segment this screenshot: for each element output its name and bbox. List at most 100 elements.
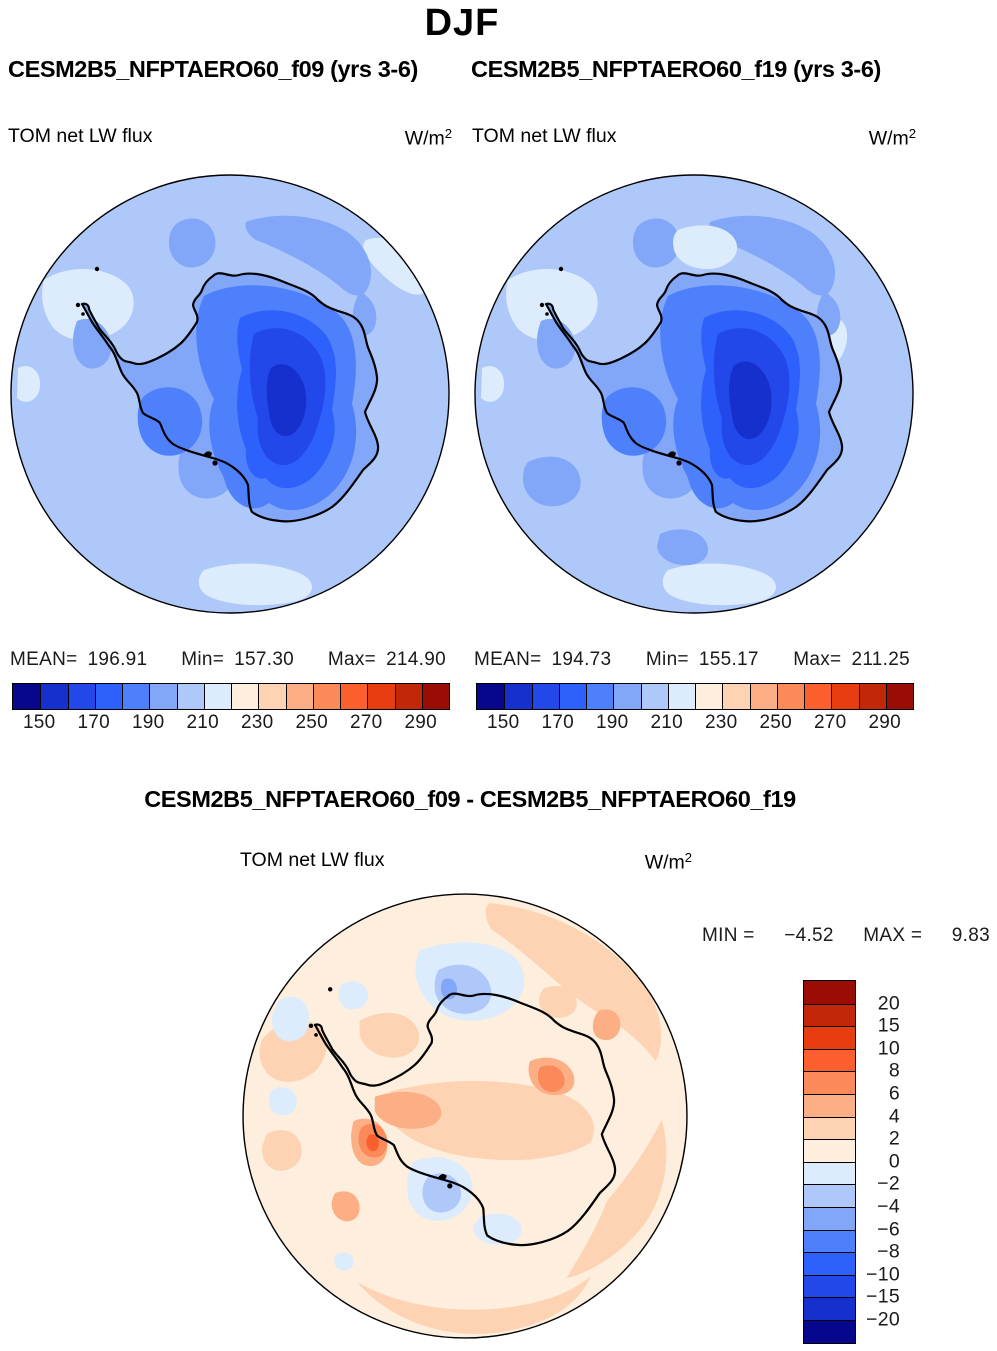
difference-title: CESM2B5_NFPTAERO60_f09 - CESM2B5_NFPTAER… — [144, 786, 796, 812]
colorbar-cell — [804, 1048, 855, 1072]
colorbar-tick-label: −8 — [877, 1240, 900, 1263]
map-f19 — [474, 174, 914, 614]
units-label: W/m2 — [869, 125, 916, 151]
colorbar-cell — [831, 684, 859, 709]
colorbar-cell — [586, 684, 614, 709]
colorbar-tick-label: 290 — [404, 712, 438, 733]
difference-header: TOM net LW flux W/m2 — [240, 849, 692, 875]
difference-colorbar — [803, 980, 856, 1344]
min-value: 155.17 — [698, 649, 759, 670]
colorbar-tick-label: 0 — [888, 1150, 900, 1173]
colorbar-cell — [122, 684, 150, 709]
colorbar-cell — [804, 1071, 855, 1094]
colorbar-cell — [258, 684, 286, 709]
mean-value: 196.91 — [87, 649, 148, 670]
colorbar-cell — [804, 1161, 855, 1185]
colorbar-tick-label: −2 — [877, 1172, 900, 1195]
panel2-title: CESM2B5_NFPTAERO60_f19 (yrs 3-6) — [471, 56, 881, 82]
colorbar-tick-label: 210 — [186, 712, 220, 733]
colorbar-cell — [640, 684, 668, 709]
colorbar-tick-label: 290 — [868, 712, 902, 733]
colorbar-cell — [804, 1003, 855, 1027]
colorbar-cell — [149, 684, 177, 709]
colorbar-cell — [94, 684, 122, 709]
colorbar-cell — [804, 1229, 855, 1253]
colorbar-tick-label: 8 — [888, 1059, 900, 1082]
units-exponent: 2 — [444, 126, 452, 141]
colorbar-tick-label: 15 — [877, 1014, 900, 1037]
colorbar-tick-label: 190 — [595, 712, 629, 733]
colorbar-cell — [531, 684, 559, 709]
map-difference — [242, 893, 688, 1339]
diff-min-label: MIN = — [702, 925, 755, 946]
colorbar-tick-label: 170 — [77, 712, 111, 733]
units-exponent: 2 — [908, 126, 916, 141]
colorbar-tick-label: 190 — [131, 712, 165, 733]
colorbar-ticks-f19: 150 170 190 210 230 250 270 290 — [476, 712, 912, 736]
colorbar-cell — [231, 684, 259, 709]
colorbar-cell — [885, 684, 913, 709]
colorbar-cell — [558, 684, 586, 709]
colorbar-cell — [804, 1026, 855, 1049]
max-value: 211.25 — [851, 649, 910, 670]
colorbar-cell — [285, 684, 313, 709]
colorbar-tick-label: −4 — [877, 1195, 900, 1218]
mean-label: MEAN= — [474, 649, 542, 670]
mean-label: MEAN= — [10, 649, 78, 670]
colorbar-tick-label: 230 — [240, 712, 274, 733]
max-label: Max= — [327, 649, 377, 670]
colorbar-cell — [749, 684, 777, 709]
colorbar-cell — [804, 1184, 855, 1207]
colorbar-cell — [695, 684, 723, 709]
colorbar-cell — [804, 1206, 855, 1230]
colorbar-cell — [804, 1139, 855, 1162]
colorbar-cell — [340, 684, 368, 709]
colorbar-cell — [722, 684, 750, 709]
colorbar-tick-label: 170 — [541, 712, 575, 733]
field-label: TOM net LW flux — [8, 125, 153, 147]
colorbar-tick-label: 270 — [349, 712, 383, 733]
colorbar-cell — [804, 1274, 855, 1298]
diff-max-value: 9.83 — [951, 925, 990, 946]
colorbar-tick-label: −20 — [866, 1308, 900, 1331]
stats-f19: MEAN= 194.73 Min= 155.17 Max= 211.25 — [474, 649, 910, 671]
map-boundary-circle — [242, 893, 688, 1339]
colorbar-cell — [394, 684, 422, 709]
colorbar-cell — [613, 684, 641, 709]
max-label: Max= — [793, 649, 842, 670]
colorbar-cell — [804, 1116, 855, 1140]
colorbar-tick-label: 4 — [888, 1105, 900, 1128]
max-value: 214.90 — [386, 649, 446, 670]
mean-value: 194.73 — [551, 649, 612, 670]
colorbar-tick-label: 10 — [877, 1037, 900, 1060]
colorbar-tick-label: −10 — [866, 1263, 900, 1286]
colorbar-tick-label: 2 — [888, 1127, 900, 1150]
season-title: DJF — [424, 2, 500, 44]
colorbar-tick-label: 230 — [704, 712, 738, 733]
colorbar-cell — [776, 684, 804, 709]
colorbar-tick-label: 210 — [650, 712, 684, 733]
panel1-header: TOM net LW flux W/m2 — [8, 125, 452, 151]
colorbar-cell — [477, 684, 505, 709]
colorbar-cell — [804, 1093, 855, 1117]
map-boundary-circle — [474, 174, 914, 614]
colorbar-tick-label: −6 — [877, 1218, 900, 1241]
difference-colorbar-labels: 20 15 10 8 6 4 2 0 −2 −4 −6 −8 −10 −15 −20 — [856, 981, 900, 1345]
colorbar-tick-label: 270 — [813, 712, 847, 733]
units-base: W/m — [868, 127, 909, 150]
units-label: W/m2 — [645, 849, 692, 875]
min-label: Min= — [181, 649, 225, 670]
diff-max-label: MAX = — [863, 925, 923, 946]
colorbar-cell — [67, 684, 95, 709]
colorbar-cell — [804, 684, 832, 709]
units-base: W/m — [644, 851, 685, 874]
colorbar-cell — [367, 684, 395, 709]
colorbar-cell — [804, 1252, 855, 1275]
colorbar-cell — [203, 684, 231, 709]
colorbar-tick-label: 250 — [759, 712, 793, 733]
field-label: TOM net LW flux — [472, 125, 617, 147]
diff-min-value: −4.52 — [784, 925, 834, 946]
colorbar-cell — [804, 981, 855, 1004]
colorbar-cell — [312, 684, 340, 709]
